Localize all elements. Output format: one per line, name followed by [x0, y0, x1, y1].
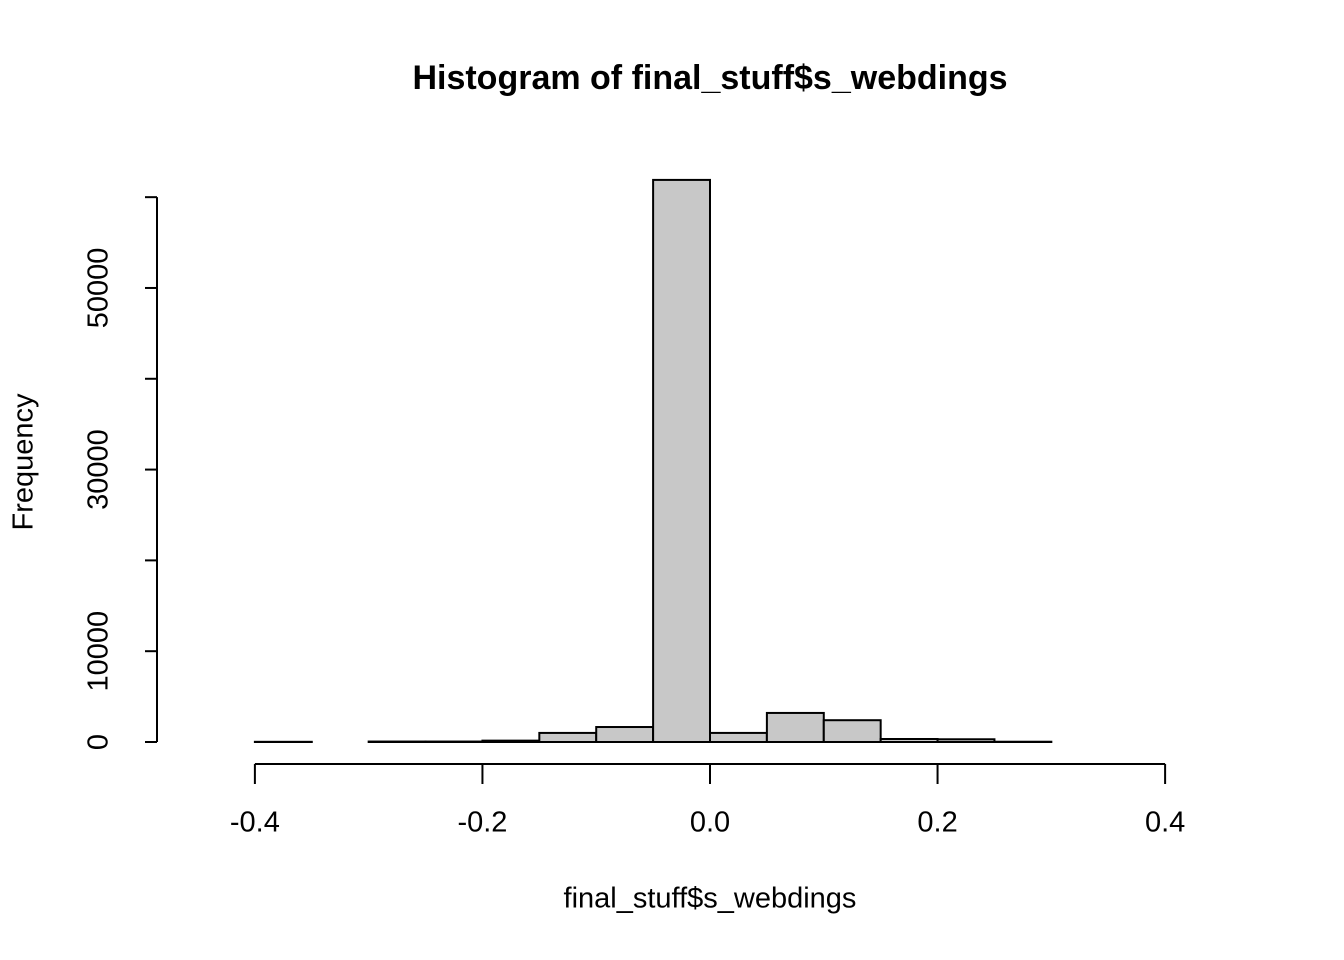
- bar: [879, 738, 939, 743]
- x-tick-label: 0.0: [690, 807, 730, 839]
- y-tick-label: 30000: [83, 429, 115, 510]
- y-axis-label: Frequency: [8, 393, 40, 531]
- bar: [765, 711, 825, 744]
- x-tick-label: -0.2: [457, 807, 507, 839]
- y-tick-label: 50000: [83, 248, 115, 329]
- bar: [481, 739, 541, 743]
- bar: [709, 731, 768, 744]
- bar: [595, 726, 655, 743]
- x-tick-label: -0.4: [230, 807, 280, 839]
- bar: [936, 738, 996, 744]
- x-tick-label: 0.2: [917, 807, 957, 839]
- x-tick-label: 0.4: [1145, 807, 1185, 839]
- bar: [652, 178, 711, 743]
- bar: [538, 731, 598, 744]
- x-axis-label: final_stuff$s_webdings: [564, 883, 857, 915]
- y-tick-label: 10000: [83, 611, 115, 692]
- y-tick-label: 0: [83, 734, 115, 750]
- bar: [822, 719, 882, 744]
- chart-title: Histogram of final_stuff$s_webdings: [412, 59, 1007, 97]
